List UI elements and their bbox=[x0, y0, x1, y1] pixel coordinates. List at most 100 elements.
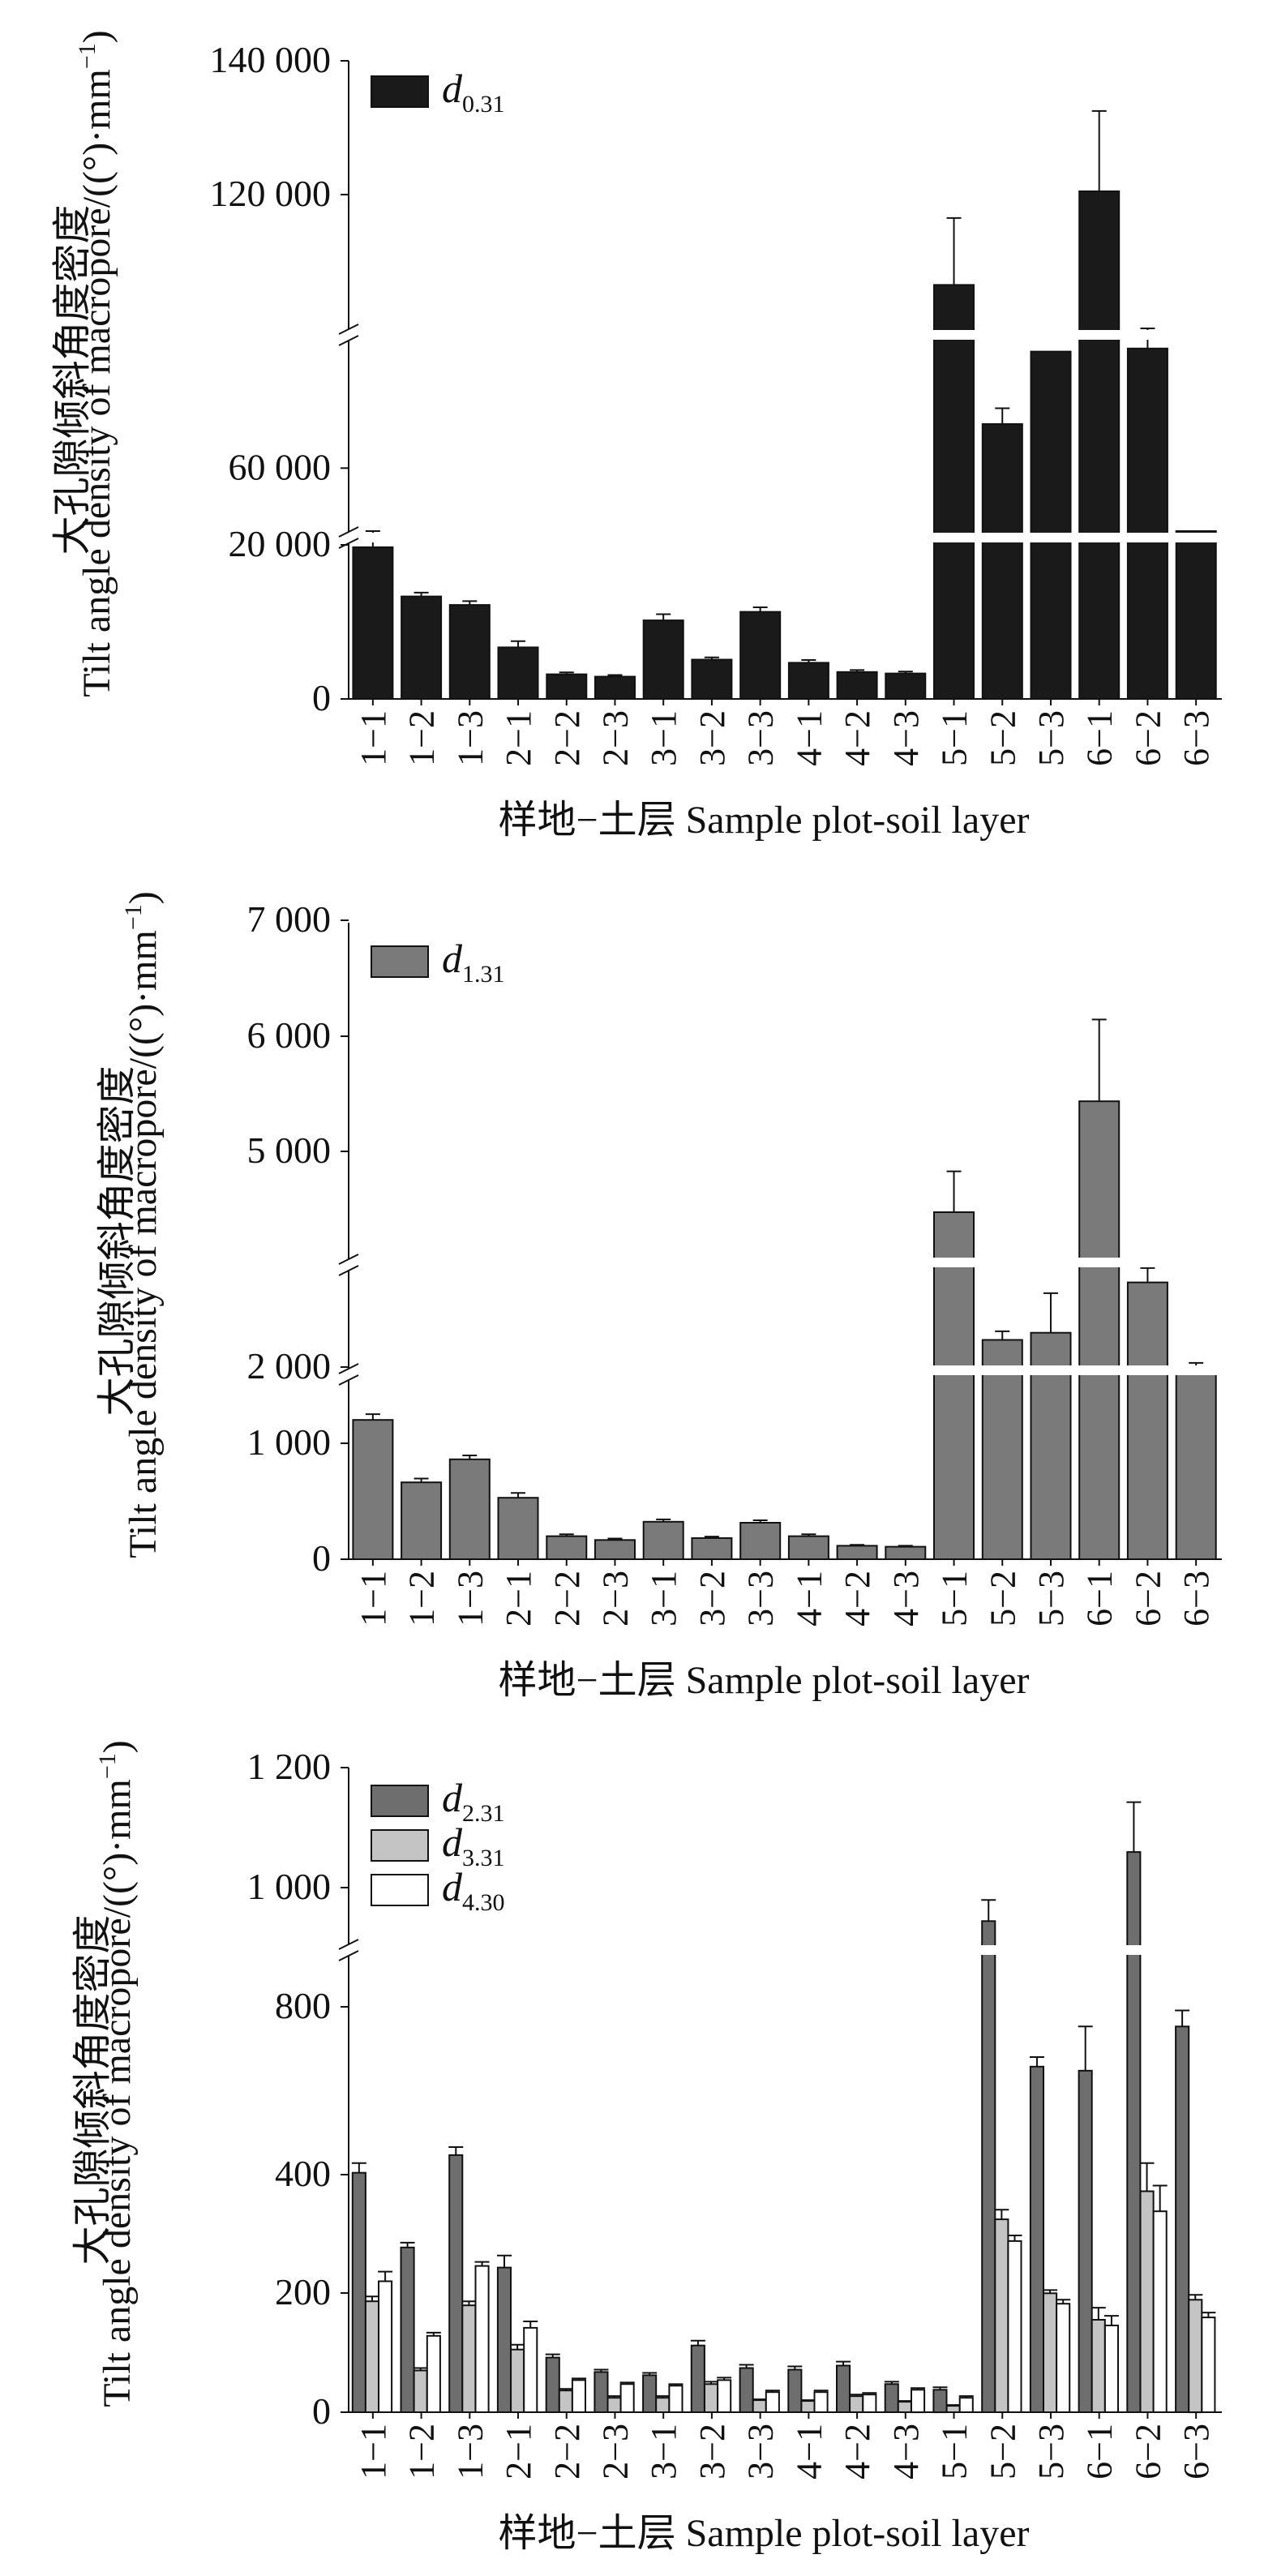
y-axis-title-cn: 大孔隙倾斜角度密度 bbox=[51, 204, 94, 555]
bar-1.31-4−3 bbox=[885, 1545, 927, 1560]
x-tick-label: 2−3 bbox=[595, 1571, 635, 1627]
x-tick-label: 3−3 bbox=[741, 710, 781, 766]
x-tick-label: 6−1 bbox=[1080, 2424, 1120, 2480]
bar-3.31-2−3 bbox=[606, 2397, 622, 2413]
bar-4.30-6−2 bbox=[1152, 2210, 1168, 2413]
y-tick-label: 0 bbox=[312, 2390, 331, 2432]
legend-subscript: 2.31 bbox=[462, 1800, 505, 1827]
bar-0.31-1−1 bbox=[352, 546, 394, 701]
bar-4.30-4−2 bbox=[862, 2394, 877, 2413]
bar-4.30-2−2 bbox=[571, 2379, 587, 2413]
bar-4.30-1−1 bbox=[378, 2280, 393, 2413]
x-tick-label: 1−1 bbox=[354, 710, 393, 766]
bar-2.31-4−2 bbox=[836, 2364, 851, 2413]
x-tick-label: 4−2 bbox=[838, 710, 877, 766]
y-tick-label: 140 000 bbox=[210, 39, 332, 80]
x-tick-label: 1−2 bbox=[402, 710, 442, 766]
axis-break-mark bbox=[338, 324, 359, 335]
y-axis-title-en: Tilt angle density of macropore/((°)·mm−… bbox=[94, 1740, 139, 2407]
axis-break-gap bbox=[339, 1259, 358, 1271]
x-tick-label: 1−1 bbox=[354, 1571, 393, 1627]
legend-swatch-1.31 bbox=[371, 945, 429, 978]
bar-3.31-1−2 bbox=[413, 2369, 428, 2413]
y-tick-label: 60 000 bbox=[229, 446, 332, 487]
x-tick-label: 1−1 bbox=[354, 2424, 393, 2480]
y-tick-label: 800 bbox=[275, 1985, 331, 2026]
bar-4.30-5−2 bbox=[1007, 2240, 1022, 2413]
bar-1.31-1−3 bbox=[448, 1458, 491, 1561]
x-tick-label: 2−1 bbox=[499, 1571, 538, 1627]
y-tick-label: 20 000 bbox=[229, 523, 332, 564]
bar-3.31-3−2 bbox=[704, 2383, 719, 2414]
x-tick-label: 3−3 bbox=[741, 1571, 781, 1627]
x-axis-title: 样地−土层 Sample plot-soil layer bbox=[499, 2512, 1030, 2555]
y-tick-label: 200 bbox=[275, 2271, 331, 2312]
bar-0.31-2−2 bbox=[546, 673, 588, 700]
bar-1.31-6−2 bbox=[1126, 1281, 1168, 1560]
bar-4.30-3−1 bbox=[668, 2385, 683, 2414]
y-axis-title-sup: −1 bbox=[74, 43, 101, 69]
legend-label-1.31: d1.31 bbox=[442, 936, 505, 988]
bar-3.31-6−2 bbox=[1139, 2190, 1155, 2413]
bar-0.31-4−3 bbox=[885, 672, 927, 700]
bar-1.31-1−2 bbox=[401, 1481, 443, 1560]
bar-4.30-1−2 bbox=[426, 2334, 441, 2414]
legend-symbol: d bbox=[442, 1775, 463, 1820]
axis-break-gap bbox=[339, 1944, 358, 1956]
x-tick-label: 6−2 bbox=[1128, 1571, 1168, 1627]
x-tick-label: 5−2 bbox=[983, 2424, 1022, 2480]
bar-1.31-5−1 bbox=[933, 1211, 975, 1560]
legend-symbol: d bbox=[442, 66, 463, 111]
axis-break-mark bbox=[338, 1374, 359, 1386]
x-tick-label: 4−1 bbox=[789, 1571, 829, 1627]
bar-2.31-1−3 bbox=[448, 2154, 464, 2413]
bar-4.30-3−3 bbox=[765, 2391, 780, 2413]
bar-3.31-5−3 bbox=[1043, 2292, 1058, 2414]
bar-0.31-6−3 bbox=[1175, 530, 1217, 700]
bar-4.30-2−1 bbox=[523, 2326, 538, 2413]
bar-0.31-1−2 bbox=[401, 595, 443, 700]
x-tick-label: 3−1 bbox=[644, 1571, 683, 1627]
x-tick-label: 2−1 bbox=[499, 2424, 538, 2480]
axis-break-gap bbox=[339, 1369, 358, 1380]
bar-0.31-6−2 bbox=[1126, 347, 1168, 700]
x-tick-label: 6−3 bbox=[1176, 2424, 1216, 2480]
y-tick-label: 6 000 bbox=[247, 1014, 332, 1056]
y-tick-label: 1 000 bbox=[247, 1866, 332, 1907]
bar-4.30-4−3 bbox=[911, 2389, 926, 2414]
axis-break-gap bbox=[339, 329, 358, 341]
x-tick-label: 3−1 bbox=[644, 710, 683, 766]
x-tick-label: 5−3 bbox=[1031, 2424, 1071, 2480]
y-tick-label: 1 200 bbox=[247, 1746, 332, 1787]
y-tick-label: 0 bbox=[312, 1537, 331, 1579]
x-tick-label: 1−2 bbox=[402, 2424, 442, 2480]
bar-3.31-2−1 bbox=[510, 2348, 525, 2413]
bar-3.31-3−1 bbox=[655, 2397, 671, 2413]
y-axis-title-en-main: Tilt angle density of macropore/((°)·mm bbox=[96, 1779, 139, 2407]
bar-3.31-5−1 bbox=[945, 2405, 961, 2414]
y-tick-label: 0 bbox=[312, 677, 331, 718]
axis-break-mark bbox=[338, 1950, 359, 1961]
bar-1.31-4−2 bbox=[836, 1545, 878, 1561]
x-axis-title: 样地−土层 Sample plot-soil layer bbox=[499, 1659, 1030, 1702]
y-axis-title-en: Tilt angle density of macropore/((°)·mm−… bbox=[120, 891, 165, 1558]
bar-2.31-5−3 bbox=[1029, 2065, 1045, 2414]
bar-2.31-6−2 bbox=[1126, 1851, 1142, 2414]
x-tick-label: 4−3 bbox=[886, 2424, 926, 2480]
bar-0.31-4−1 bbox=[787, 662, 829, 701]
bar-break-gap bbox=[350, 1258, 1222, 1267]
bar-3.31-4−3 bbox=[897, 2401, 912, 2414]
x-tick-label: 2−1 bbox=[499, 710, 538, 766]
x-tick-label: 6−2 bbox=[1128, 710, 1168, 766]
bar-1.31-3−2 bbox=[691, 1537, 733, 1561]
bar-break-gap bbox=[350, 533, 1222, 542]
x-tick-label: 5−2 bbox=[983, 1571, 1022, 1627]
y-axis-title-sup: −1 bbox=[94, 1753, 121, 1779]
y-axis-title-close: ) bbox=[75, 30, 118, 43]
legend-swatch-4.30 bbox=[371, 1874, 429, 1906]
axis-break-mark bbox=[338, 1939, 359, 1950]
bar-3.31-6−3 bbox=[1188, 2299, 1203, 2414]
